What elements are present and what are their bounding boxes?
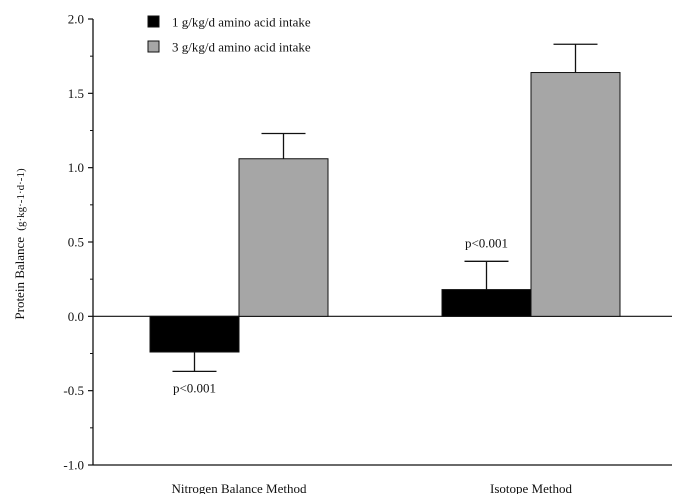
y-tick-label: 1.0 <box>68 160 84 175</box>
bars <box>149 72 621 353</box>
legend-label: 3 g/kg/d amino acid intake <box>172 40 311 55</box>
annotations: p<0.001 p<0.001 <box>173 235 508 395</box>
y-tick-label: -1.0 <box>63 458 84 473</box>
y-axis-label-unit: (g·kg·-1·d·-1) <box>15 168 27 231</box>
category-labels: Nitrogen Balance Method Isotope Method <box>171 481 572 494</box>
p-value-annotation: p<0.001 <box>465 235 508 250</box>
y-tick-label: -0.5 <box>63 383 84 398</box>
legend-swatch <box>147 40 160 53</box>
y-tick-label: 0.5 <box>68 235 84 250</box>
bar-low-intake-isotope <box>441 289 532 317</box>
bar-high-intake-nitrogen <box>238 158 329 317</box>
error-bars <box>172 43 598 372</box>
legend: 1 g/kg/d amino acid intake 3 g/kg/d amino… <box>147 15 311 55</box>
y-tick-label: 1.5 <box>68 86 84 101</box>
p-value-annotation: p<0.001 <box>173 380 216 395</box>
bar-high-intake-isotope <box>530 72 621 317</box>
category-label-nitrogen: Nitrogen Balance Method <box>171 481 307 494</box>
y-axis-label-text: Protein Balance <box>12 237 27 320</box>
y-axis-label: Protein Balance (g·kg·-1·d·-1) <box>12 168 27 320</box>
y-tick-label: 0.0 <box>68 309 84 324</box>
y-axis: -1.0 -0.5 0.0 0.5 1.0 1.5 2.0 <box>63 12 672 473</box>
legend-swatch <box>147 15 160 28</box>
y-tick-label: 2.0 <box>68 12 84 27</box>
legend-label: 1 g/kg/d amino acid intake <box>172 15 311 30</box>
bar-low-intake-nitrogen <box>149 315 240 353</box>
category-label-isotope: Isotope Method <box>490 481 572 494</box>
